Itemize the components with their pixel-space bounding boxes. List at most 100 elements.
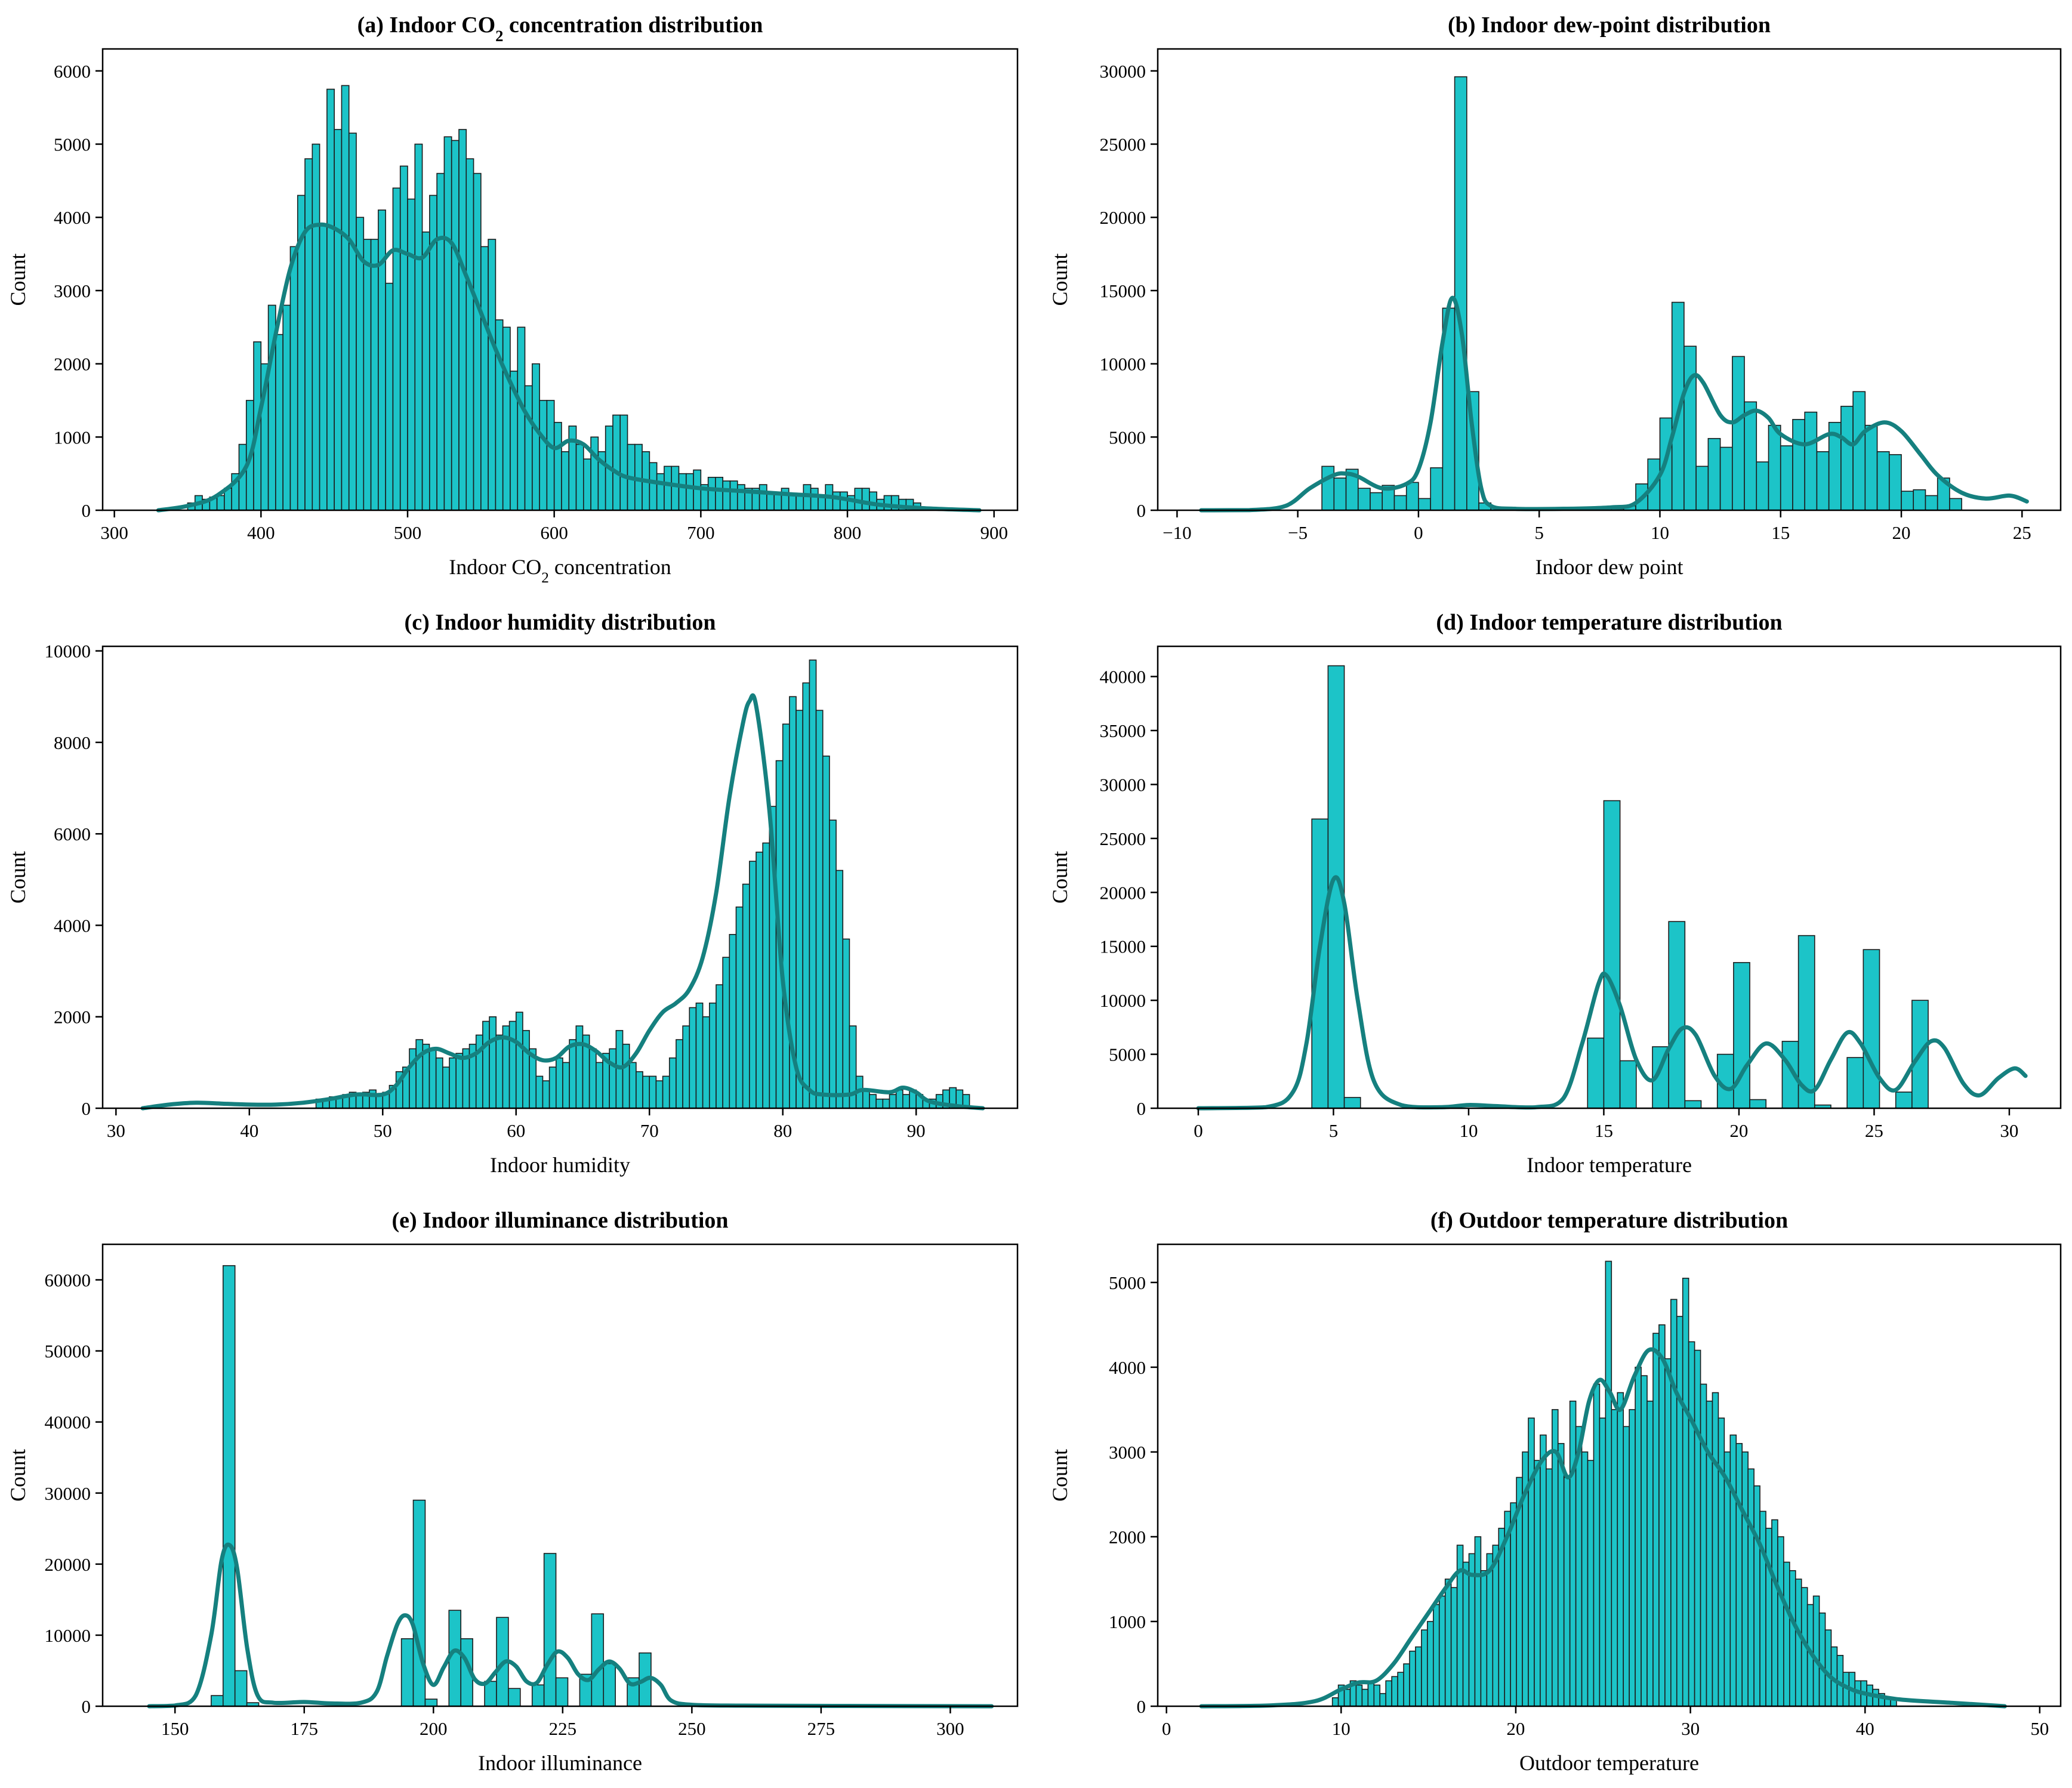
- histogram-bar: [1707, 437, 1721, 511]
- histogram-bar: [508, 1021, 517, 1109]
- histogram-bar: [421, 231, 430, 511]
- histogram-bar: [1492, 1545, 1500, 1707]
- histogram-bar: [355, 1094, 363, 1109]
- histogram-bar: [1735, 1442, 1743, 1707]
- x-tick-label: 25: [2013, 522, 2031, 543]
- histogram-bar: [451, 140, 460, 511]
- chart-panel-illuminance: (e) Indoor illuminance distribution 150 17…: [6, 1208, 1019, 1775]
- histogram-bar: [796, 710, 804, 1109]
- kde-curve: [1196, 875, 2028, 1111]
- histogram-bar: [1474, 1536, 1482, 1707]
- x-tick-label: 25: [1865, 1120, 1883, 1141]
- histogram-bar: [803, 484, 812, 511]
- histogram-bar: [1546, 1468, 1553, 1707]
- histogram-bar: [1587, 1460, 1595, 1707]
- x-tick-label: 70: [640, 1120, 659, 1141]
- plot-frame: [1157, 48, 2062, 511]
- histogram-bar: [1949, 498, 1962, 511]
- histogram-bar: [561, 451, 570, 511]
- histogram-bar: [1534, 1460, 1541, 1707]
- y-axis-label: Count: [1048, 851, 1072, 904]
- histogram-bar: [788, 495, 797, 511]
- histogram-bar: [695, 1002, 704, 1109]
- y-tick-label: 2000: [54, 1007, 91, 1028]
- chart-panel-co2: (a) Indoor CO2 concentration distributio…: [6, 13, 1019, 586]
- y-tick-label: 20000: [45, 1554, 91, 1575]
- histogram-bar: [1765, 1527, 1772, 1707]
- plot-frame: [1157, 1243, 2062, 1707]
- y-tick-label: 4000: [54, 915, 91, 936]
- y-tick-label: 0: [82, 500, 91, 521]
- histogram-bar: [1756, 461, 1769, 511]
- histogram-bar: [642, 1075, 650, 1109]
- chart-title: (e) Indoor illuminance distribution: [391, 1208, 728, 1233]
- histogram-bars: [1321, 76, 1962, 511]
- histogram-bar: [1373, 1684, 1381, 1707]
- histogram-bar: [1712, 1392, 1719, 1707]
- histogram-bar: [649, 462, 658, 511]
- x-tick-label: 0: [1414, 522, 1423, 543]
- histogram-bar: [378, 209, 386, 511]
- histogram-bar: [415, 1039, 424, 1109]
- histogram-bar: [1789, 1570, 1796, 1707]
- histogram-bars: [1311, 665, 1929, 1109]
- y-tick-label: 5000: [54, 134, 91, 155]
- histogram-bar: [1684, 346, 1697, 511]
- histogram-bar: [1768, 424, 1781, 511]
- histogram-bar: [1605, 1260, 1612, 1707]
- y-tick-label: 30000: [1100, 774, 1146, 795]
- histogram-bar: [480, 246, 489, 511]
- plot-frame: [1157, 645, 2062, 1109]
- y-tick-label: 10000: [1100, 990, 1146, 1011]
- histogram-bars: [1331, 1260, 1897, 1707]
- histogram-bar: [729, 480, 738, 511]
- histogram-bar: [1409, 1650, 1416, 1707]
- histogram-bar: [622, 1043, 630, 1109]
- histogram-bar: [553, 421, 562, 511]
- histogram-bar: [1863, 949, 1880, 1109]
- y-tick-label: 0: [1137, 500, 1146, 521]
- histogram-bar: [588, 1048, 597, 1109]
- histogram-bar: [489, 1016, 497, 1109]
- histogram-bar: [678, 473, 687, 511]
- kde-curve: [140, 693, 985, 1111]
- histogram-bar: [392, 187, 401, 511]
- x-tick-label: 30: [107, 1120, 125, 1141]
- histogram-bar: [543, 1553, 557, 1707]
- histogram-bar: [575, 1025, 584, 1109]
- y-tick-label: 30000: [1100, 61, 1146, 82]
- histogram-bar: [1421, 1629, 1428, 1707]
- x-tick-label: −5: [1288, 522, 1308, 543]
- histogram-bar: [442, 1066, 450, 1109]
- histogram-bar: [449, 1057, 457, 1109]
- histogram-bar: [1759, 1510, 1766, 1707]
- histogram-bar: [707, 476, 716, 511]
- histogram-bar: [1753, 1485, 1760, 1707]
- histogram-bar: [1635, 1367, 1642, 1707]
- histogram-bar: [1569, 1400, 1577, 1707]
- histogram-bar: [363, 239, 372, 511]
- y-tick-label: 10000: [45, 1625, 91, 1646]
- y-tick-label: 5000: [1109, 1044, 1146, 1065]
- y-axis-label: Count: [6, 253, 30, 306]
- x-axis-label: Outdoor temperature: [1519, 1751, 1699, 1775]
- histogram-bar: [796, 495, 804, 511]
- x-tick-label: 15: [1595, 1120, 1613, 1141]
- histogram-bar: [682, 1025, 690, 1109]
- histogram-bar: [809, 659, 817, 1109]
- histogram-bar: [1486, 1553, 1494, 1707]
- histogram-bar: [319, 224, 328, 511]
- y-tick-label: 15000: [1100, 280, 1146, 301]
- histogram-bar: [1684, 1100, 1702, 1109]
- y-tick-label: 2000: [54, 354, 91, 375]
- histogram-bar: [465, 158, 474, 511]
- histogram-bar: [781, 488, 790, 511]
- histogram-bar: [1749, 1099, 1767, 1109]
- x-tick-label: −10: [1163, 522, 1191, 543]
- histogram-bar: [1581, 1451, 1589, 1707]
- chart-title: (a) Indoor CO2 concentration distributio…: [357, 13, 763, 45]
- y-tick-label: 40000: [45, 1412, 91, 1433]
- x-tick-label: 60: [507, 1120, 525, 1141]
- histogram-bar: [1913, 489, 1926, 511]
